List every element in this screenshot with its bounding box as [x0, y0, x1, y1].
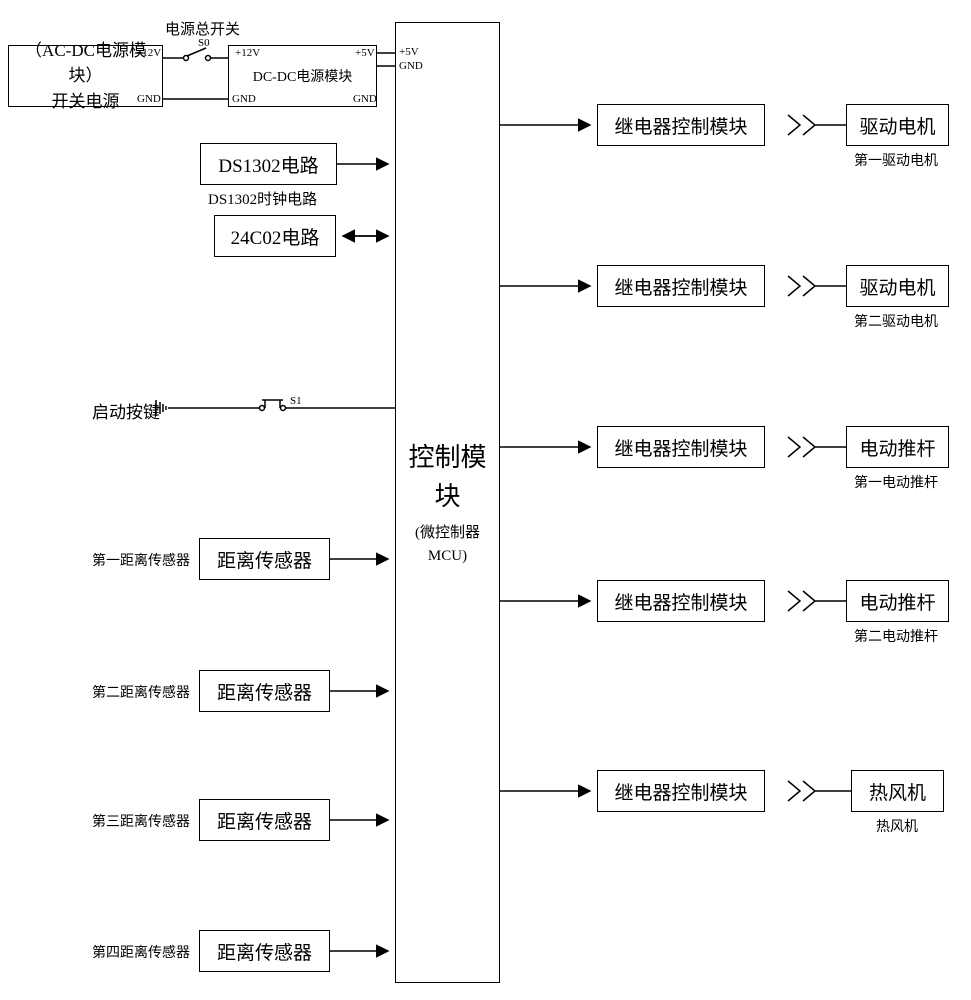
rod1-text: 电动推杆 — [859, 434, 935, 461]
relay4-block: 继电器控制模块 — [597, 580, 765, 622]
sensor4-label: 第四距离传感器 — [92, 942, 190, 962]
s1-label: S1 — [290, 395, 302, 407]
sensor3-block: 距离传感器 — [199, 799, 330, 841]
motor2-text: 驱动电机 — [859, 273, 935, 300]
heater-text: 热风机 — [869, 778, 926, 805]
sensor4-block: 距离传感器 — [199, 930, 330, 972]
heater-sub-label: 热风机 — [876, 816, 918, 836]
sensor1-block: 距离传感器 — [199, 538, 330, 580]
relay2-block: 继电器控制模块 — [597, 265, 765, 307]
relay5-text: 继电器控制模块 — [614, 778, 747, 805]
relay1-block: 继电器控制模块 — [597, 104, 765, 146]
sensor1-label: 第一距离传感器 — [92, 550, 190, 570]
rod2-block: 电动推杆 — [846, 580, 949, 622]
motor1-block: 驱动电机 — [846, 104, 949, 146]
relay4-text: 继电器控制模块 — [614, 588, 747, 615]
sensor2-block: 距离传感器 — [199, 670, 330, 712]
s0-label: S0 — [198, 37, 210, 49]
controller-block: 控制模块 (微控制器 MCU) — [395, 22, 500, 983]
rod2-sub-label: 第二电动推杆 — [854, 626, 938, 646]
ds1302-text: DS1302电路 — [218, 151, 318, 178]
motor1-sub-label: 第一驱动电机 — [854, 150, 938, 170]
start-button-label: 启动按键 — [92, 398, 160, 423]
acdc-12v-label: +12V — [136, 47, 161, 59]
rod2-text: 电动推杆 — [859, 588, 935, 615]
motor2-block: 驱动电机 — [846, 265, 949, 307]
heater-block: 热风机 — [851, 770, 944, 812]
sensor4-text: 距离传感器 — [217, 938, 312, 965]
controller-sub: (微控制器 MCU) — [404, 522, 491, 567]
eeprom-block: 24C02电路 — [214, 215, 336, 257]
acdc-line1: （AC-DC电源模块） — [17, 38, 154, 89]
dcdc-gnd-in-label: GND — [232, 93, 256, 105]
dcdc-12v-in-label: +12V — [235, 47, 260, 59]
ds1302-block: DS1302电路 — [200, 143, 337, 185]
relay3-block: 继电器控制模块 — [597, 426, 765, 468]
motor1-text: 驱动电机 — [859, 112, 935, 139]
dcdc-text: DC-DC电源模块 — [253, 66, 353, 86]
dcdc-5v-out-label: +5V — [355, 47, 375, 59]
ctrl-gnd-label: GND — [399, 60, 423, 72]
relay3-text: 继电器控制模块 — [614, 434, 747, 461]
acdc-gnd-label: GND — [137, 93, 161, 105]
relay2-text: 继电器控制模块 — [614, 273, 747, 300]
ds1302-sub-label: DS1302时钟电路 — [208, 188, 317, 209]
motor2-sub-label: 第二驱动电机 — [854, 311, 938, 331]
rod1-sub-label: 第一电动推杆 — [854, 472, 938, 492]
sensor2-label: 第二距离传感器 — [92, 682, 190, 702]
sensor2-text: 距离传感器 — [217, 678, 312, 705]
controller-title: 控制模块 — [404, 438, 491, 516]
acdc-line2: 开关电源 — [17, 89, 154, 115]
dcdc-gnd-out-label: GND — [353, 93, 377, 105]
master-switch-label: 电源总开关 — [165, 18, 240, 39]
rod1-block: 电动推杆 — [846, 426, 949, 468]
ctrl-5v-label: +5V — [399, 46, 419, 58]
relay1-text: 继电器控制模块 — [614, 112, 747, 139]
sensor3-text: 距离传感器 — [217, 807, 312, 834]
sensor1-text: 距离传感器 — [217, 546, 312, 573]
sensor3-label: 第三距离传感器 — [92, 811, 190, 831]
relay5-block: 继电器控制模块 — [597, 770, 765, 812]
eeprom-text: 24C02电路 — [231, 223, 320, 250]
